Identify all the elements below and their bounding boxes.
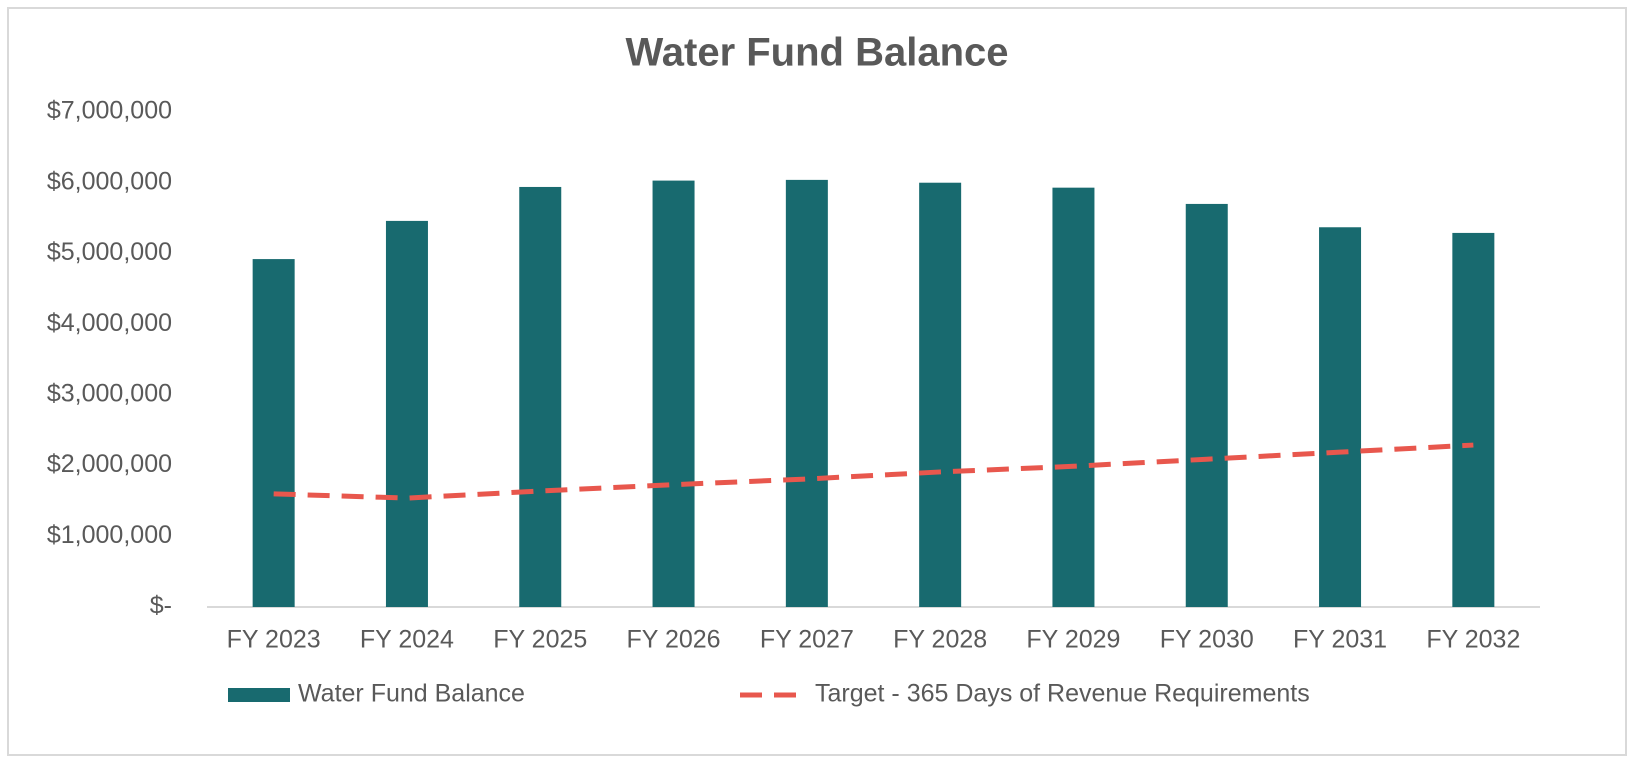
chart-title: Water Fund Balance <box>625 31 1008 75</box>
x-tick-label: FY 2031 <box>1293 626 1387 654</box>
x-tick-label: FY 2026 <box>627 626 721 654</box>
bar <box>519 186 562 607</box>
y-tick-label: $7,000,000 <box>47 97 172 125</box>
y-tick-label: $6,000,000 <box>47 167 172 195</box>
target-line <box>273 442 1474 501</box>
legend-swatch <box>228 688 290 702</box>
legend-label: Target - 365 Days of Revenue Requirement… <box>815 680 1310 708</box>
bar <box>785 179 828 607</box>
bar <box>385 220 428 607</box>
bar <box>252 259 295 607</box>
y-tick-label: $5,000,000 <box>47 238 172 266</box>
bar <box>1052 187 1095 607</box>
y-tick-label: $4,000,000 <box>47 309 172 337</box>
bar <box>1319 227 1362 607</box>
x-tick-label: FY 2028 <box>893 626 987 654</box>
bar <box>1452 232 1495 607</box>
x-tick-label: FY 2032 <box>1426 626 1520 654</box>
bar <box>919 182 962 607</box>
x-tick-label: FY 2030 <box>1160 626 1254 654</box>
y-tick-label: $1,000,000 <box>47 521 172 549</box>
x-tick-label: FY 2023 <box>227 626 321 654</box>
x-tick-label: FY 2024 <box>360 626 454 654</box>
bar <box>652 180 695 608</box>
y-tick-label: $2,000,000 <box>47 450 172 478</box>
bar <box>1185 203 1228 607</box>
x-tick-label: FY 2025 <box>493 626 587 654</box>
x-tick-label: FY 2027 <box>760 626 854 654</box>
legend-label: Water Fund Balance <box>298 680 525 708</box>
x-tick-label: FY 2029 <box>1026 626 1120 654</box>
y-tick-label: $- <box>150 592 172 620</box>
y-tick-label: $3,000,000 <box>47 379 172 407</box>
